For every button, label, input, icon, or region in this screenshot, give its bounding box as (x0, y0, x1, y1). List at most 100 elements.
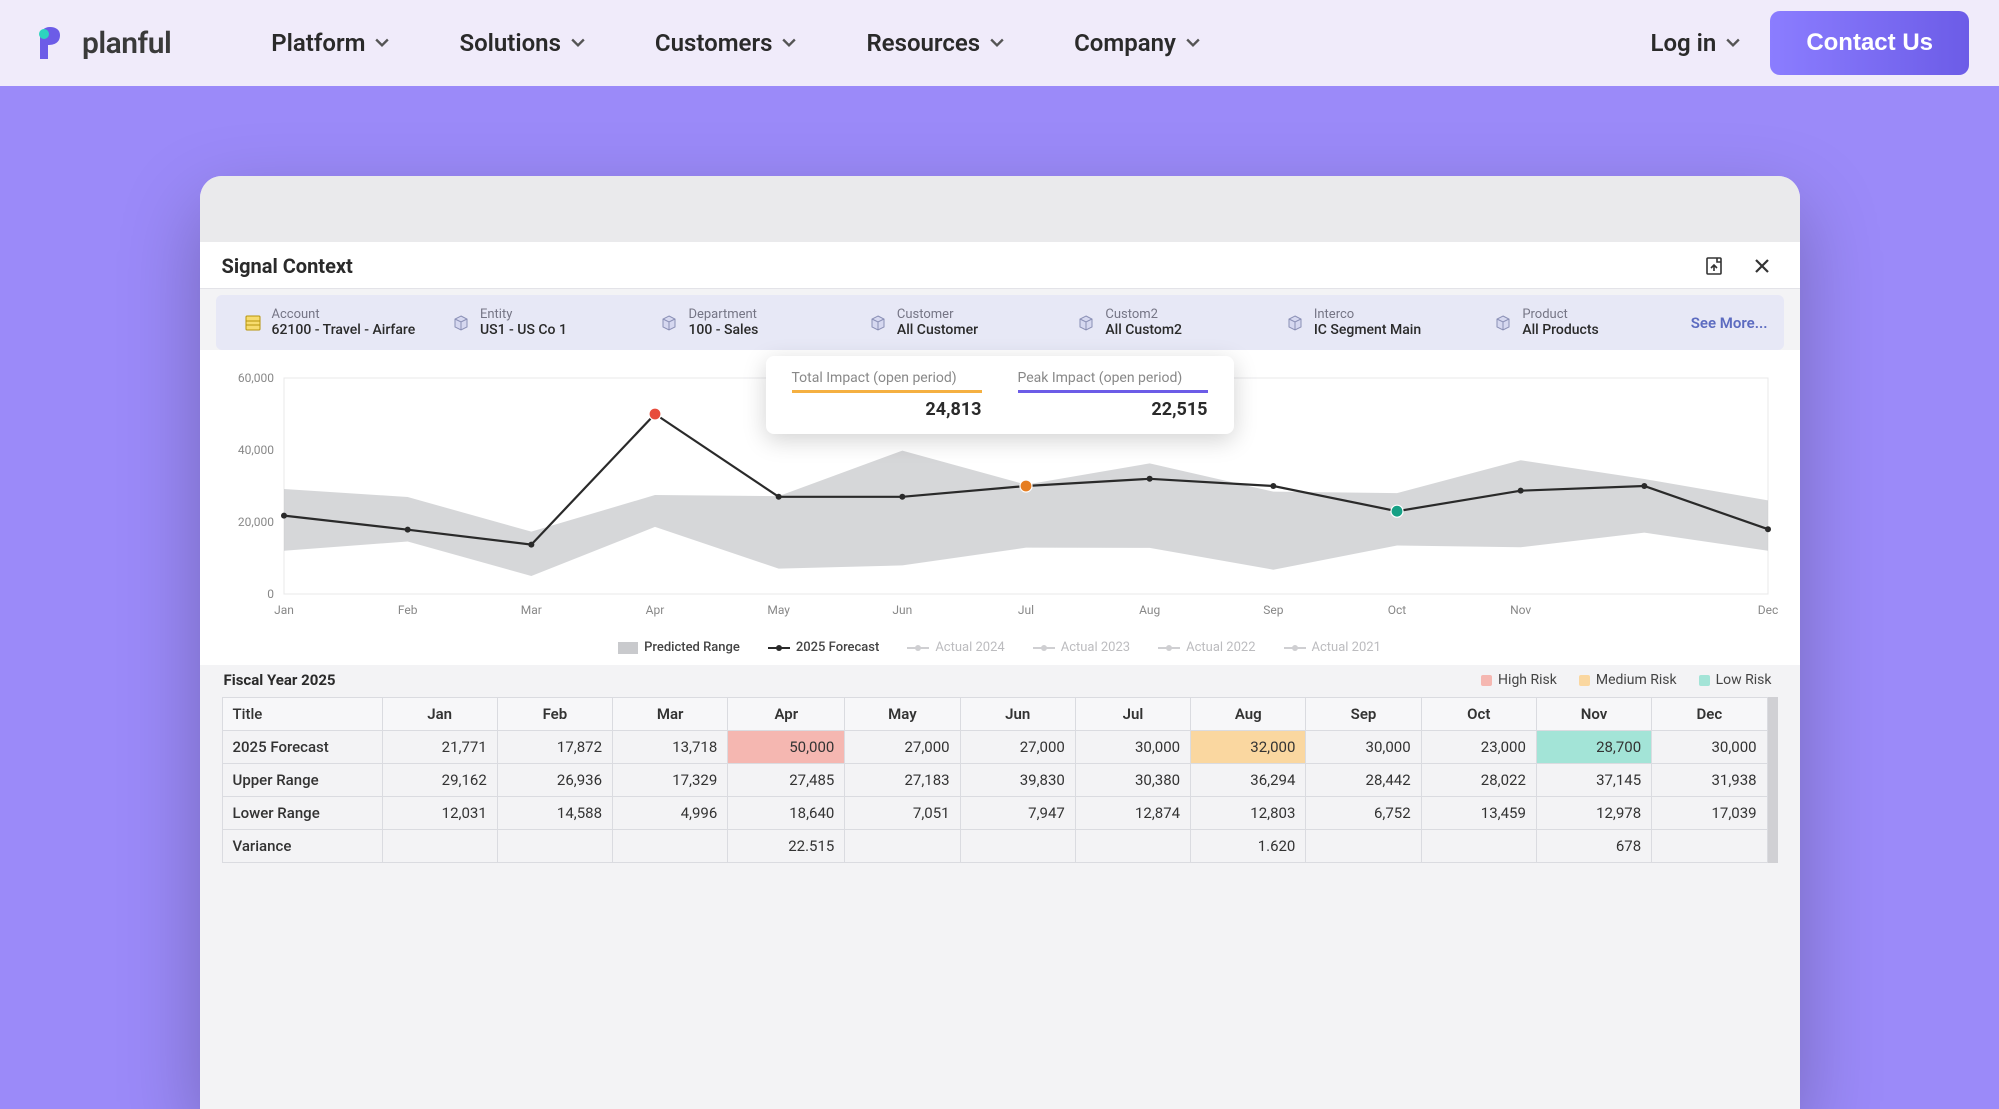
export-icon[interactable] (1704, 256, 1724, 276)
table-header: Aug (1191, 698, 1306, 731)
filter-entity[interactable]: EntityUS1 - US Co 1 (440, 305, 640, 340)
filter-customer[interactable]: CustomerAll Customer (857, 305, 1057, 340)
nav-label: Platform (271, 29, 365, 57)
chevron-down-icon (1726, 36, 1740, 50)
table-cell: 32,000 (1191, 731, 1306, 764)
filter-account[interactable]: Account62100 - Travel - Airfare (232, 305, 432, 340)
table-cell: 30,000 (1306, 731, 1421, 764)
app-header: Signal Context (200, 242, 1800, 289)
svg-text:Oct: Oct (1387, 603, 1406, 617)
filter-value: All Products (1522, 322, 1598, 338)
see-more-link[interactable]: See More... (1691, 314, 1768, 332)
svg-text:Mar: Mar (520, 603, 541, 617)
legend-actual-2022: Actual 2022 (1158, 640, 1255, 655)
filter-custom2[interactable]: Custom2All Custom2 (1065, 305, 1265, 340)
table-cell: 17,039 (1652, 797, 1767, 830)
contact-us-button[interactable]: Contact Us (1770, 11, 1969, 75)
table-cell: 27,000 (960, 731, 1075, 764)
table-cell: 678 (1536, 830, 1651, 863)
risk-high-label: High Risk (1498, 672, 1557, 688)
sheet-icon (244, 314, 262, 332)
cube-icon (452, 314, 470, 332)
filter-text: CustomerAll Customer (897, 307, 978, 338)
legend-actual-2024: Actual 2024 (907, 640, 1004, 655)
table-cell: 17,329 (613, 764, 728, 797)
svg-text:0: 0 (267, 587, 274, 601)
table-cell: 6,752 (1306, 797, 1421, 830)
hero-section: Signal Context Account62100 - Travel - A… (0, 86, 1999, 1109)
svg-text:20,000: 20,000 (237, 515, 273, 529)
table-row: Lower Range12,03114,5884,99618,6407,0517… (222, 797, 1767, 830)
table-cell: 12,031 (382, 797, 497, 830)
table-cell: 26,936 (497, 764, 612, 797)
impact-total: Total Impact (open period) 24,813 (792, 370, 982, 420)
risk-medium-label: Medium Risk (1596, 672, 1677, 688)
filter-text: IntercoIC Segment Main (1314, 307, 1421, 338)
nav-resources[interactable]: Resources (866, 29, 1004, 57)
table-header: Jun (960, 698, 1075, 731)
chevron-down-icon (990, 36, 1004, 50)
table-cell: 12,874 (1075, 797, 1190, 830)
legend-label: Actual 2022 (1186, 640, 1255, 655)
nav-customers[interactable]: Customers (655, 29, 797, 57)
chart-legend: Predicted Range 2025 Forecast Actual 202… (200, 636, 1800, 665)
legend-swatch-icon (1158, 647, 1180, 649)
nav-platform[interactable]: Platform (271, 29, 389, 57)
filter-label: Department (688, 307, 758, 322)
filter-label: Interco (1314, 307, 1421, 322)
row-title: Upper Range (222, 764, 382, 797)
top-nav: planful Platform Solutions Customers Res… (0, 0, 1999, 86)
filter-department[interactable]: Department100 - Sales (648, 305, 848, 340)
table-header: May (845, 698, 960, 731)
table-cell: 28,700 (1536, 731, 1651, 764)
filter-value: All Customer (897, 322, 978, 338)
close-icon[interactable] (1752, 256, 1772, 276)
table-cell (960, 830, 1075, 863)
fiscal-year-label: Fiscal Year 2025 (224, 671, 336, 689)
table-cell (1652, 830, 1767, 863)
legend-predicted-range: Predicted Range (618, 640, 740, 655)
filter-value: 100 - Sales (688, 322, 758, 338)
filter-product[interactable]: ProductAll Products (1482, 305, 1682, 340)
svg-text:Sep: Sep (1263, 603, 1283, 617)
impact-peak: Peak Impact (open period) 22,515 (1018, 370, 1208, 420)
table-section: Fiscal Year 2025 High Risk Medium Risk L… (200, 665, 1800, 863)
app-title: Signal Context (222, 254, 353, 278)
nav-solutions[interactable]: Solutions (459, 29, 584, 57)
scrollbar[interactable] (1768, 697, 1778, 863)
brand-logo[interactable]: planful (30, 23, 171, 63)
chevron-down-icon (375, 36, 389, 50)
legend-swatch-icon (768, 647, 790, 649)
table-header: Jul (1075, 698, 1190, 731)
filter-bar: Account62100 - Travel - Airfare EntityUS1… (216, 295, 1784, 350)
table-cell: 30,380 (1075, 764, 1190, 797)
legend-label: Predicted Range (644, 640, 740, 655)
table-cell: 17,872 (497, 731, 612, 764)
table-cell: 50,000 (728, 731, 845, 764)
svg-text:Dec: Dec (1757, 603, 1777, 617)
table-cell: 36,294 (1191, 764, 1306, 797)
app-titlebar (200, 176, 1800, 242)
table-cell: 39,830 (960, 764, 1075, 797)
nav-label: Solutions (459, 29, 560, 57)
table-header: Title (222, 698, 382, 731)
app-window: Signal Context Account62100 - Travel - A… (200, 176, 1800, 1109)
row-title: Lower Range (222, 797, 382, 830)
table-header: Dec (1652, 698, 1767, 731)
legend-swatch-icon (618, 642, 638, 654)
login-link[interactable]: Log in (1651, 29, 1741, 57)
row-title: 2025 Forecast (222, 731, 382, 764)
legend-actual-2023: Actual 2023 (1033, 640, 1130, 655)
planful-logo-icon (30, 23, 70, 63)
filter-interco[interactable]: IntercoIC Segment Main (1274, 305, 1474, 340)
legend-swatch-icon (1284, 647, 1306, 649)
cube-icon (1286, 314, 1304, 332)
cube-icon (1077, 314, 1095, 332)
table-cell (382, 830, 497, 863)
table-cell: 28,022 (1421, 764, 1536, 797)
filter-text: EntityUS1 - US Co 1 (480, 307, 567, 338)
nav-company[interactable]: Company (1074, 29, 1200, 57)
table-cell: 13,718 (613, 731, 728, 764)
table-cell: 30,000 (1075, 731, 1190, 764)
table-cell: 27,000 (845, 731, 960, 764)
